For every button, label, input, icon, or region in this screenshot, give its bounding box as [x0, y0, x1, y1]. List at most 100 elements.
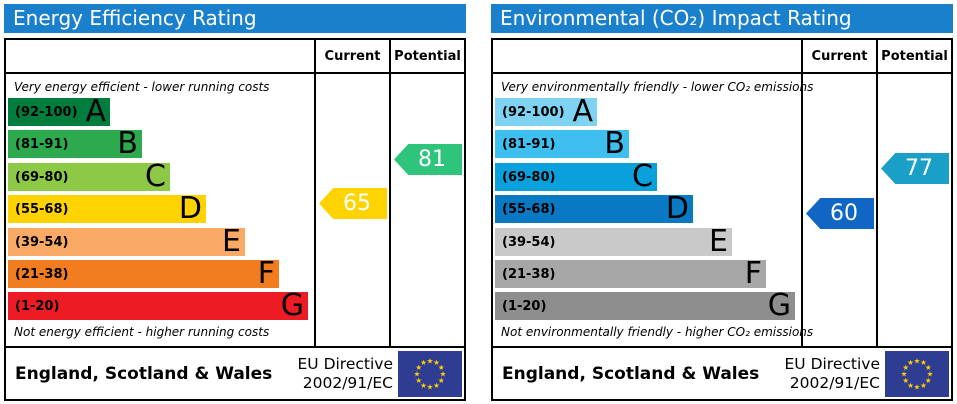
footer: England, Scotland & Wales EU Directive 2… [6, 346, 464, 399]
band-g: (1-20) G [495, 288, 795, 323]
svg-text:★: ★ [438, 363, 445, 372]
band-range-label: (1-20) [502, 298, 547, 314]
band-range-label: (69-80) [502, 169, 556, 185]
table-body-row: Very environmentally friendly - lower CO… [493, 74, 951, 346]
current-column: 60 [801, 74, 876, 346]
footer: England, Scotland & Wales EU Directive 2… [493, 346, 951, 399]
svg-text:★: ★ [427, 382, 434, 391]
table-header-row: Current Potential [493, 40, 951, 74]
rating-table: Current Potential Very environmentally f… [491, 38, 953, 401]
band-letter: E [709, 224, 728, 259]
svg-text:★: ★ [914, 382, 921, 391]
band-f: (21-38) F [8, 256, 279, 291]
current-column-header: Current [801, 40, 876, 72]
band-chart: Very energy efficient - lower running co… [6, 74, 314, 346]
band-range-label: (39-54) [15, 234, 69, 250]
current-value-arrow: 60 [806, 198, 874, 229]
svg-text:★: ★ [414, 369, 421, 378]
svg-text:★: ★ [925, 363, 932, 372]
band-b: (81-91) B [495, 126, 629, 161]
table-body-row: Very energy efficient - lower running co… [6, 74, 464, 346]
band-c: (69-80) C [8, 159, 170, 194]
band-letter: D [178, 191, 202, 226]
band-range-label: (55-68) [502, 201, 556, 217]
svg-text:★: ★ [920, 358, 927, 367]
empty-header-cell [6, 40, 314, 72]
band-g: (1-20) G [8, 291, 308, 321]
band-range-label: (39-54) [502, 234, 556, 250]
current-value-arrow: 65 [319, 188, 387, 219]
table-header-row: Current Potential [6, 40, 464, 74]
band-letter: C [145, 159, 166, 194]
energy-efficiency-panel: Energy Efficiency Rating Current Potenti… [4, 4, 466, 401]
band-letter: B [604, 126, 625, 161]
svg-text:★: ★ [427, 356, 434, 365]
band-letter: F [257, 256, 275, 291]
eu-flag-icon: ★★ ★★ ★★ ★★ ★ ★ ★★ [398, 350, 462, 397]
potential-column: 81 [389, 74, 464, 346]
band-b: (81-91) B [8, 126, 142, 161]
current-column-header: Current [314, 40, 389, 72]
band-range-label: (21-38) [15, 266, 69, 282]
band-d: (55-68) D [495, 191, 693, 226]
region-label: England, Scotland & Wales [502, 363, 760, 384]
region-label: England, Scotland & Wales [15, 363, 273, 384]
top-note: Very energy efficient - lower running co… [14, 80, 270, 94]
svg-text:★: ★ [902, 376, 909, 385]
svg-text:★: ★ [420, 380, 427, 389]
band-c: (69-80) C [495, 159, 657, 194]
svg-text:★: ★ [901, 369, 908, 378]
empty-header-cell [493, 40, 801, 72]
svg-text:★: ★ [433, 380, 440, 389]
svg-text:★: ★ [920, 380, 927, 389]
eu-directive-line1: EU Directive [784, 354, 881, 373]
svg-text:★: ★ [440, 369, 447, 378]
current-column: 65 [314, 74, 389, 346]
band-range-label: (92-100) [502, 104, 565, 120]
band-range-label: (92-100) [15, 104, 78, 120]
svg-text:★: ★ [925, 376, 932, 385]
band-letter: G [767, 288, 791, 323]
band-range-label: (81-91) [502, 136, 556, 152]
band-letter: C [632, 159, 653, 194]
band-chart: Very environmentally friendly - lower CO… [493, 74, 814, 346]
eu-directive-line1: EU Directive [297, 354, 394, 373]
bottom-note: Not environmentally friendly - higher CO… [501, 325, 814, 339]
band-e: (39-54) E [8, 224, 245, 259]
svg-text:★: ★ [420, 358, 427, 367]
eu-directive-line2: 2002/91/EC [789, 373, 880, 392]
band-a: (92-100) A [8, 94, 110, 129]
svg-text:★: ★ [415, 376, 422, 385]
potential-value-arrow: 77 [881, 153, 949, 184]
band-letter: A [85, 94, 106, 129]
panel-title: Environmental (CO₂) Impact Rating [491, 4, 953, 33]
panel-title: Energy Efficiency Rating [4, 4, 466, 33]
band-letter: A [572, 94, 593, 129]
band-range-label: (69-80) [15, 169, 69, 185]
band-range-label: (55-68) [15, 201, 69, 217]
potential-column-header: Potential [876, 40, 951, 72]
band-range-label: (21-38) [502, 266, 556, 282]
svg-text:★: ★ [902, 363, 909, 372]
band-f: (21-38) F [495, 259, 766, 289]
svg-text:★: ★ [433, 358, 440, 367]
potential-value-arrow: 81 [394, 144, 462, 175]
svg-text:★: ★ [907, 358, 914, 367]
rating-table: Current Potential Very energy efficient … [4, 38, 466, 401]
svg-text:★: ★ [907, 380, 914, 389]
svg-text:★: ★ [438, 376, 445, 385]
band-range-label: (1-20) [15, 298, 60, 314]
band-d: (55-68) D [8, 191, 206, 226]
band-letter: B [117, 126, 138, 161]
band-letter: E [222, 224, 241, 259]
environmental-impact-panel: Environmental (CO₂) Impact Rating Curren… [491, 4, 953, 401]
bottom-note: Not energy efficient - higher running co… [14, 325, 270, 339]
eu-directive-label: EU Directive 2002/91/EC [298, 355, 399, 392]
band-letter: D [665, 191, 689, 226]
band-range-label: (81-91) [15, 136, 69, 152]
eu-flag-icon: ★★ ★★ ★★ ★★ ★ ★ ★★ [885, 350, 949, 397]
svg-text:★: ★ [914, 356, 921, 365]
potential-column-header: Potential [389, 40, 464, 72]
potential-column: 77 [876, 74, 951, 346]
